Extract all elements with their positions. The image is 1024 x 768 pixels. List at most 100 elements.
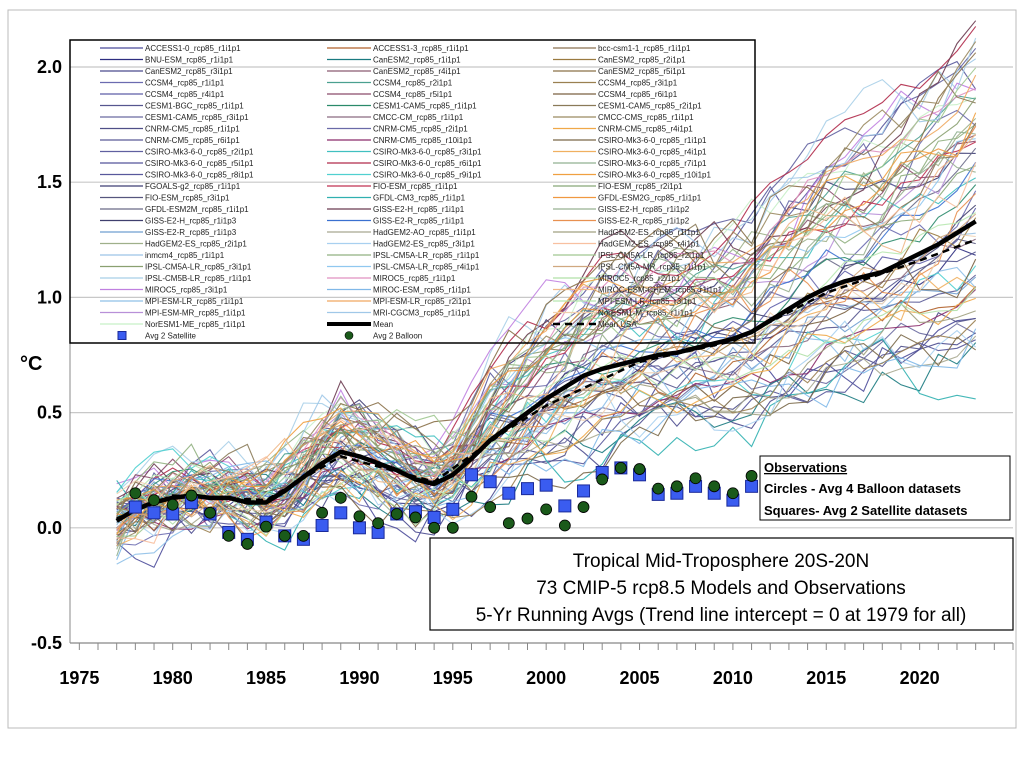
legend-label: CCSM4_rcp85_r2i1p1 xyxy=(373,79,453,88)
legend-label: MIROC5_rcp85_r3i1p1 xyxy=(145,286,228,295)
legend-label: CCSM4_rcp85_r5i1p1 xyxy=(373,90,453,99)
legend-label: Avg 2 Balloon xyxy=(373,332,422,341)
legend-label: CNRM-CM5_rcp85_r10i1p1 xyxy=(373,136,473,145)
legend-label: CCSM4_rcp85_r6i1p1 xyxy=(598,90,678,99)
legend-label: CSIRO-Mk3-6-0_rcp85_r10i1p1 xyxy=(598,171,711,180)
balloon-point xyxy=(260,520,272,533)
model-line xyxy=(116,184,977,519)
x-tick-label: 1980 xyxy=(153,668,193,688)
y-axis-label: °C xyxy=(20,353,42,375)
legend-label: ACCESS1-3_rcp85_r1i1p1 xyxy=(373,44,469,53)
legend-label: CanESM2_rcp85_r1i1p1 xyxy=(373,56,461,65)
legend-label: NorESM1-M_rcp85_r1i1p1 xyxy=(598,309,694,318)
x-tick-label: 1995 xyxy=(433,668,473,688)
balloon-point xyxy=(241,538,254,550)
model-line xyxy=(116,287,977,536)
balloon-point xyxy=(166,498,179,511)
legend-label: CSIRO-Mk3-6-0_rcp85_r1i1p1 xyxy=(598,136,707,145)
balloon-point xyxy=(148,494,160,507)
observations-heading: Observations xyxy=(764,460,847,475)
legend-label: Avg 2 Satellite xyxy=(145,332,197,341)
balloon-point xyxy=(502,517,515,530)
legend-label: ACCESS1-0_rcp85_r1i1p1 xyxy=(145,44,241,53)
chart-title-line-1: Tropical Mid-Troposphere 20S-20N xyxy=(573,551,869,572)
legend-label: MIROC5_rcp85_r1i1p1 xyxy=(373,274,456,283)
balloon-point xyxy=(446,521,459,534)
legend-label: CESM1-CAM5_rcp85_r2i1p1 xyxy=(598,102,702,111)
model-line xyxy=(116,67,977,537)
legend-label: GFDL-ESM2M_rcp85_r1i1p1 xyxy=(145,205,249,214)
legend-label: GISS-E2-H_rcp85_r1i1p2 xyxy=(598,205,690,214)
title-box: Tropical Mid-Troposphere 20S-20N 73 CMIP… xyxy=(429,537,1014,631)
legend-label: CSIRO-Mk3-6-0_rcp85_r8i1p1 xyxy=(145,171,254,180)
legend-label: CNRM-CM5_rcp85_r2i1p1 xyxy=(373,125,468,134)
balloon-point xyxy=(614,461,627,474)
x-tick-label: 1975 xyxy=(59,668,99,688)
x-tick-label: 1985 xyxy=(246,668,286,688)
legend-label: FGOALS-g2_rcp85_r1i1p1 xyxy=(145,182,241,191)
legend-label: CNRM-CM5_rcp85_r1i1p1 xyxy=(145,125,240,134)
satellite-point xyxy=(539,478,553,492)
y-tick-label: 1.5 xyxy=(37,172,62,192)
legend-label: CESM1-BGC_rcp85_r1i1p1 xyxy=(145,102,244,111)
model-line xyxy=(116,233,976,513)
y-tick-label: -0.5 xyxy=(31,633,62,653)
legend-label: FIO-ESM_rcp85_r1i1p1 xyxy=(373,182,458,191)
satellite-point xyxy=(558,499,572,513)
legend-label: GFDL-ESM2G_rcp85_r1i1p1 xyxy=(598,194,702,203)
legend-label: CanESM2_rcp85_r4i1p1 xyxy=(373,67,461,76)
legend-label: BNU-ESM_rcp85_r1i1p1 xyxy=(145,56,234,65)
legend-label: GFDL-CM3_rcp85_r1i1p1 xyxy=(373,194,466,203)
x-tick-label: 2015 xyxy=(806,668,846,688)
balloon-point xyxy=(521,512,534,525)
balloon-point xyxy=(129,487,142,500)
legend-label: MPI-ESM-LR_rcp85_r3i1p1 xyxy=(598,297,697,306)
model-line xyxy=(116,338,976,551)
legend-label: GISS-E2-R_rcp85_r1i1p1 xyxy=(373,217,465,226)
legend-label: HadGEM2-AO_rcp85_r1i1p1 xyxy=(373,228,476,237)
legend-label: CSIRO-Mk3-6-0_rcp85_r5i1p1 xyxy=(145,159,254,168)
satellite-point xyxy=(334,506,348,520)
legend-box xyxy=(69,39,756,344)
balloon-point xyxy=(428,521,441,534)
legend-label: HadGEM2-ES_rcp85_r4i1p1 xyxy=(598,240,700,249)
legend-label: GISS-E2-H_rcp85_r1i1p3 xyxy=(145,217,237,226)
y-tick-label: 0.5 xyxy=(37,403,62,423)
balloon-point xyxy=(204,506,216,519)
legend-label: CCSM4_rcp85_r3i1p1 xyxy=(598,79,678,88)
legend-label: HadGEM2-ES_rcp85_r1i1p1 xyxy=(598,228,700,237)
y-tick-label: 1.0 xyxy=(37,287,62,307)
legend-label: IPSL-CM5A-LR_rcp85_r1i1p1 xyxy=(373,251,480,260)
legend-label: CSIRO-Mk3-6-0_rcp85_r7i1p1 xyxy=(598,159,707,168)
balloon-point xyxy=(409,511,422,524)
model-line xyxy=(116,112,977,519)
legend-label: CMCC-CMS_rcp85_r1i1p1 xyxy=(598,113,694,122)
legend-label: IPSL-CM5A-MR_rcp85_r1i1p1 xyxy=(598,263,707,272)
satellite-point xyxy=(446,502,460,516)
balloon-point xyxy=(633,463,646,475)
satellite-point xyxy=(577,484,591,498)
legend-label: FIO-ESM_rcp85_r2i1p1 xyxy=(598,182,683,191)
model-line xyxy=(116,52,977,512)
legend-label: NorESM1-ME_rcp85_r1i1p1 xyxy=(145,320,246,329)
legend-label: CSIRO-Mk3-6-0_rcp85_r9i1p1 xyxy=(373,171,482,180)
balloon-point xyxy=(540,503,553,516)
legend-label: MPI-ESM-LR_rcp85_r1i1p1 xyxy=(145,297,244,306)
satellite-point xyxy=(128,500,142,514)
legend-label: IPSL-CM5B-LR_rcp85_r1i1p1 xyxy=(145,274,252,283)
observations-box: Observations Circles - Avg 4 Balloon dat… xyxy=(759,455,1011,521)
model-line xyxy=(116,125,977,517)
legend-label: CESM1-CAM5_rcp85_r3i1p1 xyxy=(145,113,249,122)
model-line xyxy=(116,238,976,536)
model-line xyxy=(116,302,976,530)
balloon-point xyxy=(316,506,328,519)
balloon-point xyxy=(297,529,310,542)
y-tick-label: 0.0 xyxy=(37,518,62,538)
satellite-point xyxy=(520,482,534,496)
mean-usa-line xyxy=(116,238,977,520)
observations-squares-note: Squares- Avg 2 Satellite datasets xyxy=(764,503,968,518)
satellite-point xyxy=(483,475,497,489)
model-line xyxy=(116,133,977,530)
model-line xyxy=(116,123,977,514)
